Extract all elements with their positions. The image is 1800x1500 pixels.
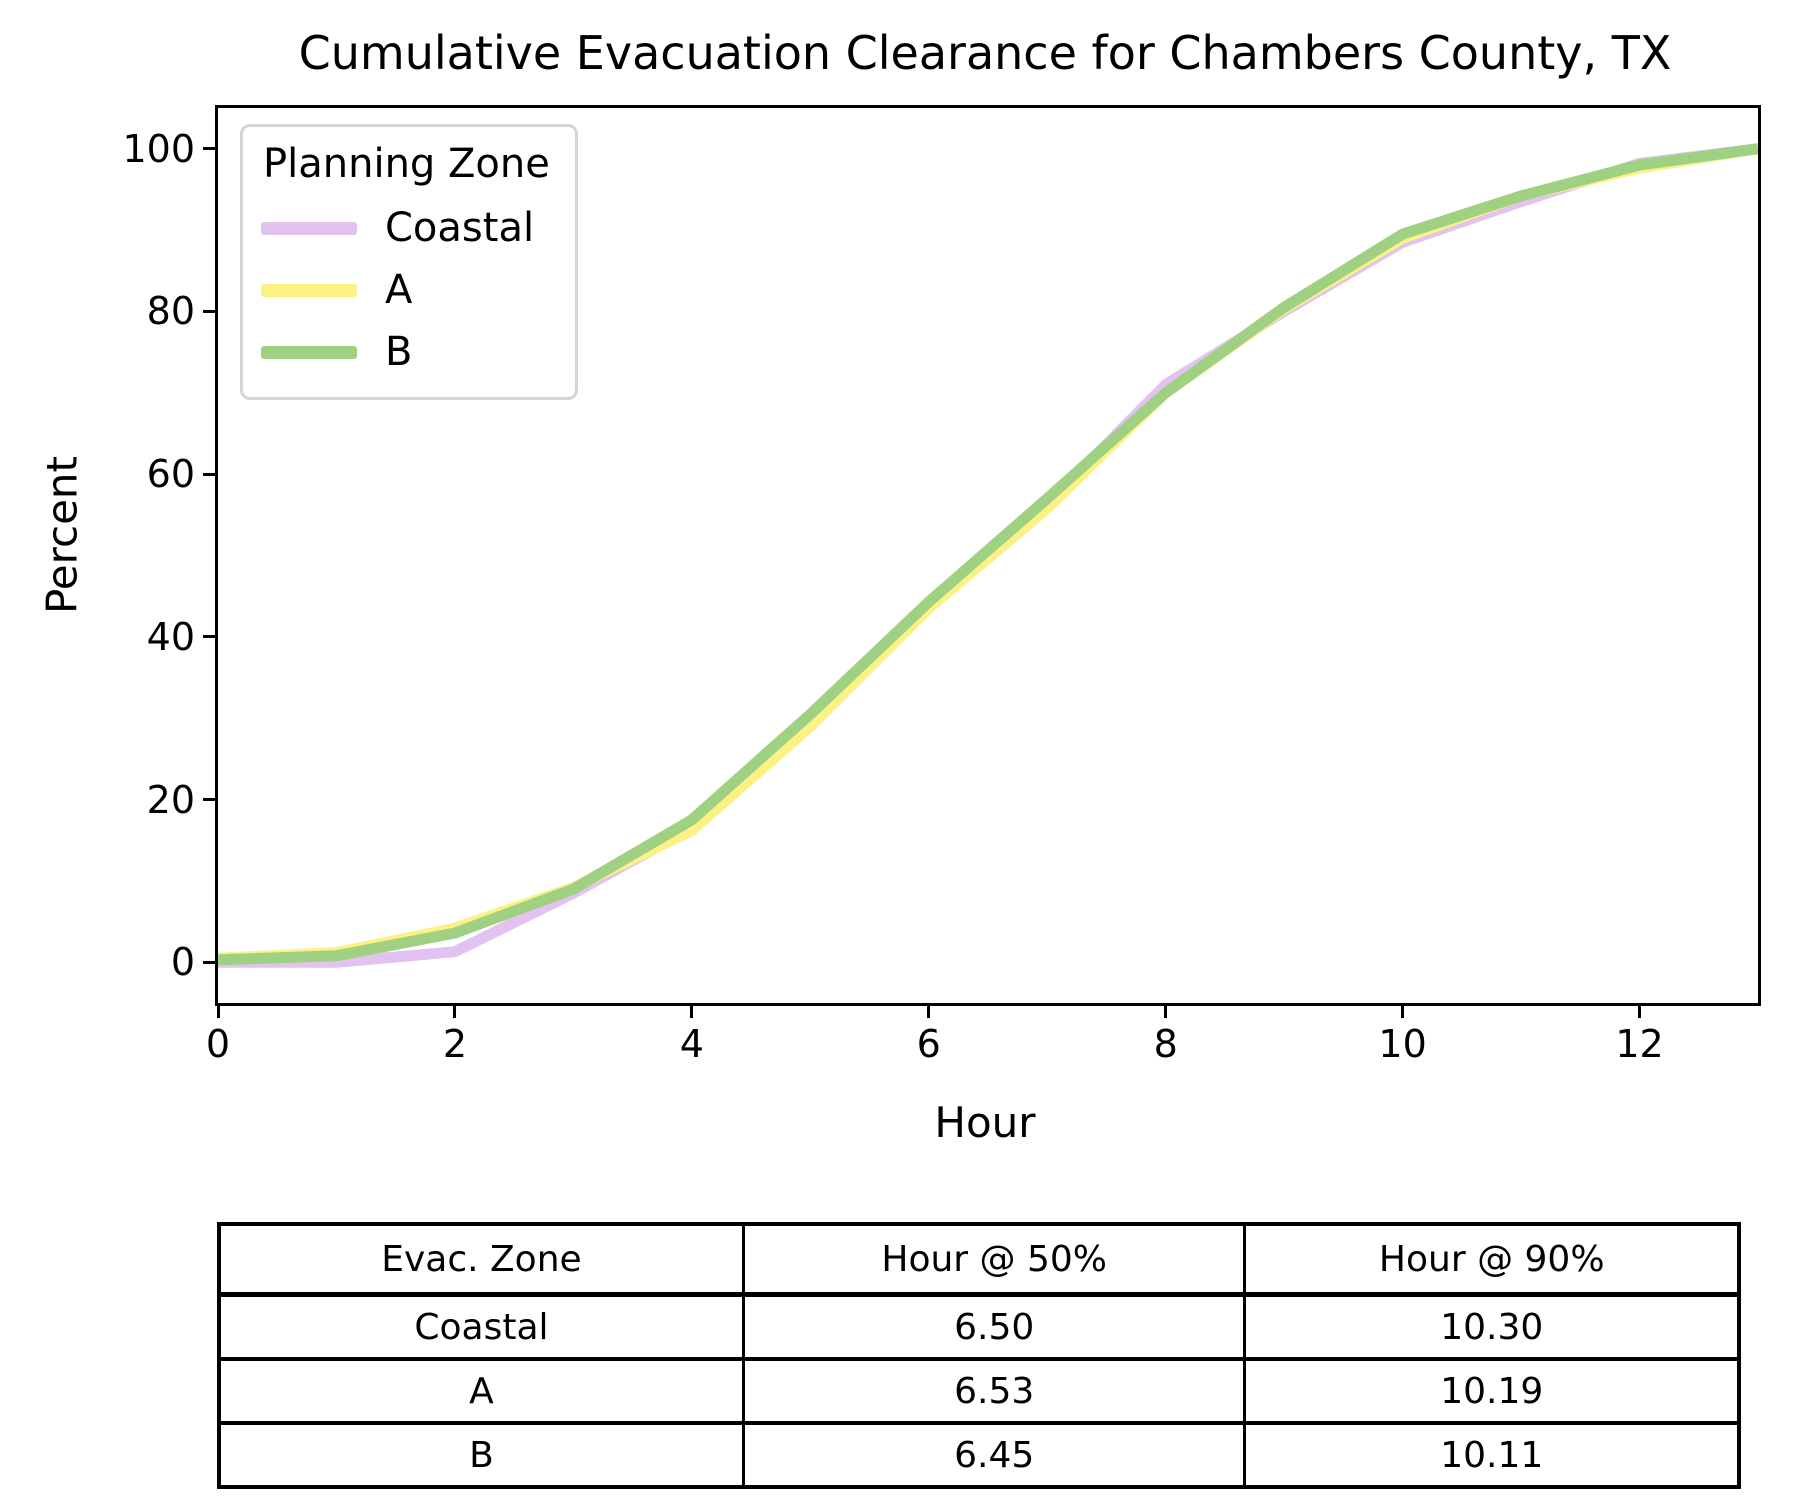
y-tick-label: 100 (122, 126, 195, 171)
table-row: A 6.53 10.19 (217, 1357, 1741, 1425)
x-tick-mark (927, 1006, 931, 1018)
table-cell: 10.11 (1243, 1421, 1741, 1489)
table-cell: 6.53 (741, 1357, 1247, 1425)
plot-lines (218, 143, 1758, 968)
legend-title: Planning Zone (263, 141, 550, 187)
table-cell: 10.30 (1243, 1292, 1741, 1361)
table-header-cell: Evac. Zone (217, 1222, 745, 1297)
y-tick-mark (203, 635, 215, 639)
x-tick-label: 2 (442, 1022, 468, 1066)
clearance-table: Evac. Zone Hour @ 50% Hour @ 90% Coastal 6.… (217, 1222, 1741, 1489)
table-header-cell: Hour @ 90% (1243, 1222, 1741, 1297)
x-tick-label: 0 (205, 1022, 231, 1066)
y-tick-label: 60 (146, 452, 195, 497)
y-tick-mark (203, 472, 215, 476)
table-body: Coastal 6.50 10.30 A 6.53 10.19 B 6.45 10.11 (217, 1292, 1741, 1489)
y-tick-label: 0 (170, 940, 195, 985)
x-tick-label: 8 (1153, 1022, 1178, 1066)
legend-entry: B (261, 321, 561, 383)
y-axis-label: Percent (37, 455, 87, 615)
table-header-cell: Hour @ 50% (741, 1222, 1247, 1297)
legend-entry: Coastal (261, 197, 561, 259)
legend-label: Coastal (385, 205, 535, 251)
legend-label: A (385, 267, 413, 313)
legend-entry: A (261, 259, 561, 321)
table-row: Coastal 6.50 10.30 (217, 1292, 1741, 1361)
x-tick-label: 4 (679, 1022, 704, 1066)
plot-area: Planning Zone Coastal A B (215, 105, 1761, 1006)
x-tick-mark (453, 1006, 457, 1018)
x-tick-label: 12 (1615, 1022, 1664, 1066)
y-tick-label: 40 (146, 614, 195, 659)
series-line-b (218, 143, 1758, 966)
legend-entries: Coastal A B (261, 197, 561, 383)
table-cell: 6.45 (741, 1421, 1247, 1489)
table-row: B 6.45 10.11 (217, 1421, 1741, 1489)
table-cell: B (217, 1421, 745, 1489)
table-cell: A (217, 1357, 745, 1425)
table-cell: Coastal (217, 1292, 745, 1361)
y-tick-label: 20 (146, 777, 195, 822)
y-tick-mark (203, 309, 215, 313)
table-cell: 10.19 (1243, 1357, 1741, 1425)
legend-swatch-icon (261, 345, 357, 359)
y-tick-label: 80 (146, 289, 195, 334)
table-cell: 6.50 (741, 1292, 1247, 1361)
x-tick-label: 10 (1378, 1022, 1427, 1066)
x-tick-mark (690, 1006, 694, 1018)
legend-swatch-icon (261, 283, 357, 297)
x-axis-label: Hour (934, 1098, 1036, 1147)
chart-title: Cumulative Evacuation Clearance for Cham… (298, 26, 1672, 80)
x-tick-mark (1401, 1006, 1405, 1018)
y-tick-mark (203, 960, 215, 964)
x-tick-label: 6 (916, 1022, 941, 1066)
x-tick-mark (216, 1006, 220, 1018)
x-tick-mark (1164, 1006, 1168, 1018)
x-tick-mark (1638, 1006, 1642, 1018)
legend: Planning Zone Coastal A B (240, 124, 578, 400)
table-header-row: Evac. Zone Hour @ 50% Hour @ 90% (217, 1222, 1741, 1297)
legend-swatch-icon (261, 221, 357, 235)
y-tick-mark (203, 147, 215, 151)
y-tick-mark (203, 798, 215, 802)
legend-label: B (385, 329, 413, 375)
